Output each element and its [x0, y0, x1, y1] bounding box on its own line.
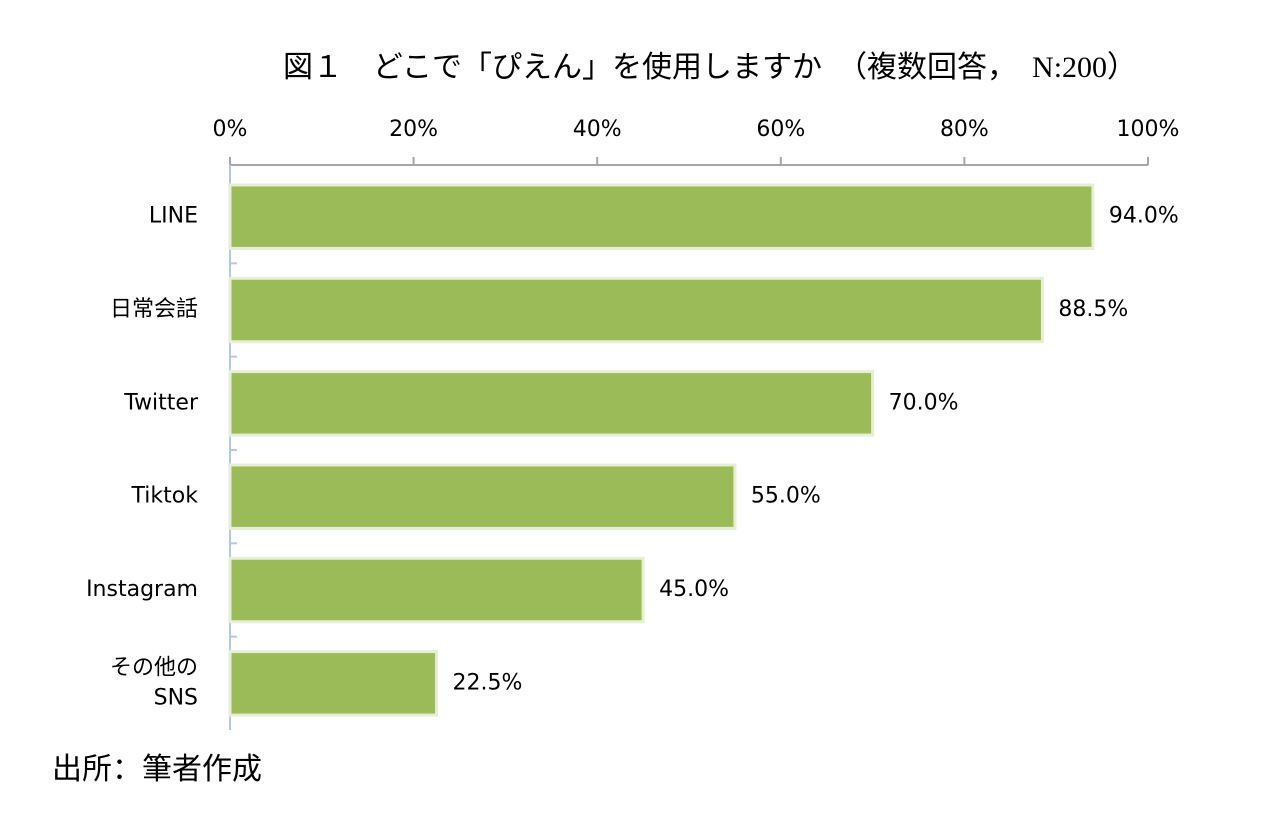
bar — [228, 183, 1095, 250]
value-label: 70.0% — [889, 390, 959, 415]
x-tick-label: 80% — [940, 117, 989, 142]
y-tick-label: Tiktok — [131, 484, 199, 509]
y-tick-label: LINE — [149, 204, 198, 229]
value-label: 55.0% — [751, 484, 821, 509]
chart-title: 図１ どこで「ぴえん」を使用しますか （複数回答， N:200） — [283, 51, 1137, 84]
value-label: 94.0% — [1109, 204, 1179, 229]
value-label: 88.5% — [1058, 297, 1128, 322]
bar — [228, 463, 737, 530]
y-tick-label: その他の SNS — [110, 655, 198, 710]
source-note: 出所：筆者作成 — [52, 753, 262, 786]
y-tick-label: Instagram — [86, 577, 198, 602]
value-label: 22.5% — [453, 670, 523, 695]
bar — [228, 370, 875, 437]
value-label: 45.0% — [659, 577, 729, 602]
x-tick-label: 100% — [1117, 117, 1180, 142]
x-tick-label: 40% — [573, 117, 622, 142]
x-tick-label: 20% — [389, 117, 438, 142]
bar — [228, 276, 1044, 344]
x-tick-label: 0% — [213, 117, 248, 142]
x-tick-label: 60% — [756, 117, 805, 142]
bar — [228, 556, 645, 624]
bar — [228, 650, 439, 717]
y-tick-label: 日常会話 — [110, 297, 198, 322]
y-tick-label: Twitter — [123, 390, 199, 415]
